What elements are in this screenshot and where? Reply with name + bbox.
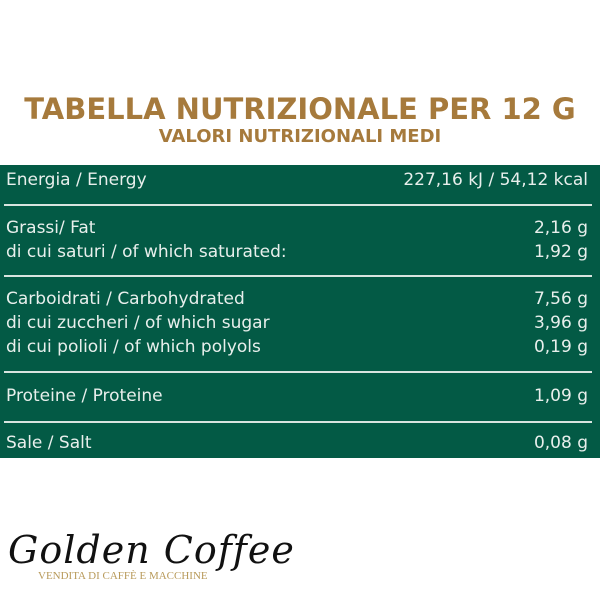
row-value: 227,16 kJ / 54,12 kcal [403,170,588,190]
page-subtitle: VALORI NUTRIZIONALI MEDI [158,126,442,147]
row-value: 1,09 g [533,386,588,406]
row-value: 0,08 g [533,433,588,453]
table-row: Sale / Salt 0,08 g [6,432,588,454]
row-label: Grassi/ Fat [6,218,96,238]
logo-tagline: VENDITA DI CAFFÈ E MACCHINE [38,570,208,582]
row-label: Sale / Salt [6,433,92,453]
row-label: Carboidrati / Carbohydrated [6,289,245,309]
row-value: 3,96 g [533,313,588,333]
table-row: Grassi/ Fat 2,16 g [6,217,588,239]
logo-name: Golden Coffee [8,528,295,572]
row-label: Energia / Energy [6,170,147,190]
table-row: Carboidrati / Carbohydrated 7,56 g [6,288,588,310]
row-label: Proteine / Proteine [6,386,163,406]
page-title: TABELLA NUTRIZIONALE PER 12 G [24,92,576,126]
row-value: 2,16 g [533,218,588,238]
row-label: di cui polioli / of which polyols [6,337,261,357]
table-row: Proteine / Proteine 1,09 g [6,385,588,407]
nutrition-table: Energia / Energy 227,16 kJ / 54,12 kcal G… [0,165,600,458]
table-row: di cui saturi / of which saturated: 1,92 … [6,241,588,263]
table-row: di cui zuccheri / of which sugar 3,96 g [6,312,588,334]
divider [4,421,592,423]
row-label: di cui zuccheri / of which sugar [6,313,270,333]
table-row: Energia / Energy 227,16 kJ / 54,12 kcal [6,169,588,191]
divider [4,371,592,373]
brand-logo: Golden Coffee VENDITA DI CAFFÈ E MACCHIN… [8,528,295,582]
divider [4,204,592,206]
divider [4,275,592,277]
row-label: di cui saturi / of which saturated: [6,242,287,262]
row-value: 1,92 g [533,242,588,262]
row-value: 0,19 g [533,337,588,357]
table-row: di cui polioli / of which polyols 0,19 g [6,336,588,358]
row-value: 7,56 g [533,289,588,309]
